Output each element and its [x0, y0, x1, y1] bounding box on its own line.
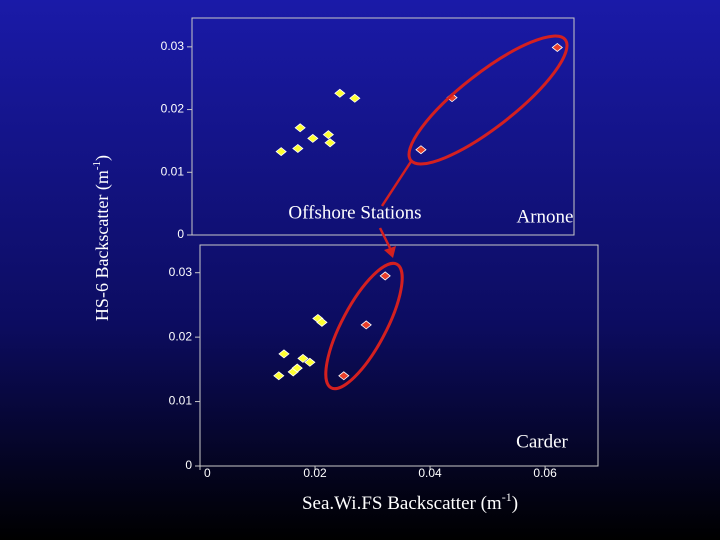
point [292, 143, 304, 153]
y-axis-title: HS-6 Backscatter (m-1) [91, 155, 114, 321]
y-tick-label: 0 [177, 227, 184, 241]
y-tick-label: 0 [185, 458, 192, 472]
y-tick-label: 0.01 [169, 394, 193, 408]
x-tick-label: 0.06 [533, 466, 557, 480]
plot-frame [199, 244, 599, 467]
x-axis-title-sup: -1 [502, 490, 512, 504]
x-tick-label: 0 [204, 466, 211, 480]
y-axis-title-sup: -1 [91, 161, 103, 170]
y-tick-label: 0.02 [169, 329, 193, 343]
y-tick-label: 0.01 [161, 164, 185, 178]
annotation: Arnone [517, 206, 574, 227]
y-axis-title-text: HS-6 Backscatter (m [92, 170, 113, 321]
point [415, 145, 427, 155]
x-axis-title: Sea.Wi.FS Backscatter (m-1) [302, 490, 518, 515]
point [294, 123, 306, 133]
plots: 0 0.01 0.02 0.03 0 0.01 0.02 0.03 0 0.02 0.04 0.06 [161, 17, 599, 480]
point [324, 138, 336, 148]
point [360, 320, 372, 330]
y-tick-label: 0.03 [161, 39, 185, 53]
point [334, 88, 346, 98]
group-ellipse [324, 261, 404, 391]
annotation: Offshore Stations [288, 202, 421, 223]
point [551, 42, 563, 52]
x-tick-label: 0.04 [418, 466, 442, 480]
point [338, 371, 350, 381]
annotation: Carder [516, 431, 568, 452]
point [379, 271, 391, 281]
point [304, 357, 316, 367]
point [278, 349, 290, 359]
arrow [380, 159, 414, 207]
point [275, 147, 287, 157]
point [322, 130, 334, 140]
point [307, 133, 319, 143]
arrow [378, 227, 392, 249]
x-axis-title-tail: ) [512, 493, 518, 514]
y-tick-label: 0.03 [169, 265, 193, 279]
arrow-head [384, 246, 396, 258]
x-axis-title-text: Sea.Wi.FS Backscatter (m [302, 493, 502, 514]
point [297, 353, 309, 363]
point [273, 371, 285, 381]
point [349, 93, 361, 103]
y-axis-title-tail: ) [92, 155, 113, 161]
point [316, 317, 328, 327]
point [291, 363, 303, 373]
x-tick-label: 0.02 [303, 466, 327, 480]
y-tick-label: 0.02 [161, 102, 185, 116]
